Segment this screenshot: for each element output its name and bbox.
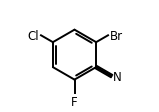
Text: F: F xyxy=(71,96,78,108)
Text: N: N xyxy=(113,70,122,83)
Text: Cl: Cl xyxy=(28,30,39,42)
Text: Br: Br xyxy=(110,30,123,42)
